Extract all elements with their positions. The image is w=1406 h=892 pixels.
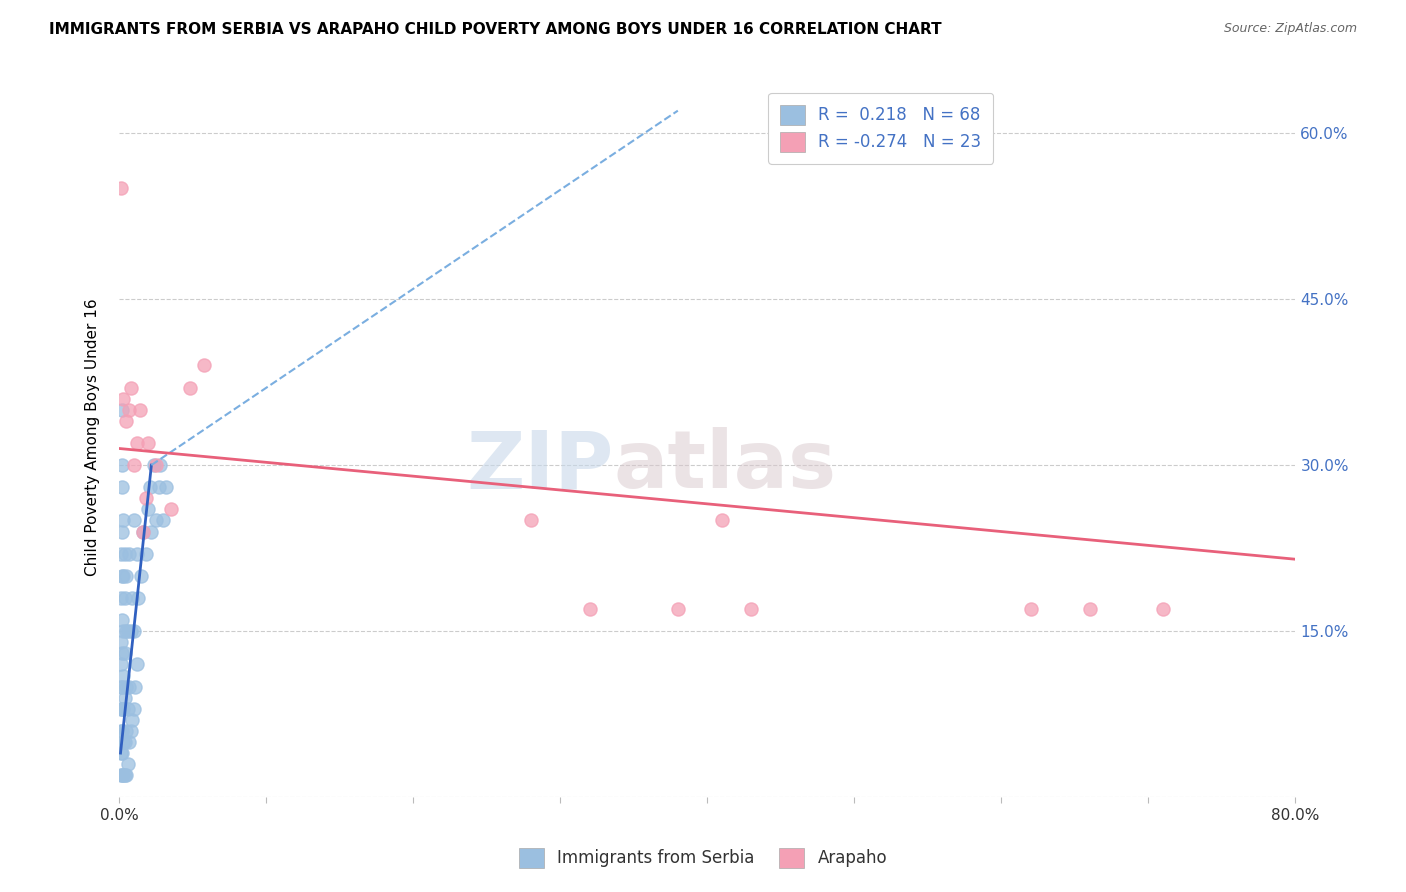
Y-axis label: Child Poverty Among Boys Under 16: Child Poverty Among Boys Under 16 <box>86 299 100 576</box>
Point <box>110 591 132 605</box>
Point <box>122 702 145 716</box>
Point <box>578 602 600 616</box>
Point <box>740 602 762 616</box>
Point <box>193 359 215 373</box>
Point <box>124 680 146 694</box>
Point <box>134 491 156 506</box>
Point <box>112 702 135 716</box>
Point <box>115 414 138 428</box>
Text: IMMIGRANTS FROM SERBIA VS ARAPAHO CHILD POVERTY AMONG BOYS UNDER 16 CORRELATION : IMMIGRANTS FROM SERBIA VS ARAPAHO CHILD … <box>49 22 942 37</box>
Point <box>117 757 139 772</box>
Point <box>112 668 135 682</box>
Point <box>115 723 138 738</box>
Point <box>111 524 134 539</box>
Point <box>131 524 153 539</box>
Point <box>110 680 132 694</box>
Point <box>114 646 136 660</box>
Point <box>129 569 152 583</box>
Point <box>117 702 139 716</box>
Point <box>115 680 138 694</box>
Point <box>138 502 160 516</box>
Point <box>110 723 132 738</box>
Point <box>115 569 138 583</box>
Point <box>112 735 135 749</box>
Point <box>179 380 201 394</box>
Text: Source: ZipAtlas.com: Source: ZipAtlas.com <box>1223 22 1357 36</box>
Point <box>145 513 167 527</box>
Point <box>111 702 134 716</box>
Point <box>111 480 134 494</box>
Text: ZIP: ZIP <box>465 427 613 505</box>
Point <box>110 746 132 760</box>
Point <box>118 680 141 694</box>
Point <box>115 768 138 782</box>
Point <box>114 547 136 561</box>
Point <box>118 735 141 749</box>
Point <box>111 402 134 417</box>
Point <box>111 746 134 760</box>
Point <box>110 702 132 716</box>
Point <box>520 513 543 527</box>
Legend: R =  0.218   N = 68, R = -0.274   N = 23: R = 0.218 N = 68, R = -0.274 N = 23 <box>768 93 993 163</box>
Text: atlas: atlas <box>613 427 837 505</box>
Point <box>1019 602 1042 616</box>
Point <box>114 735 136 749</box>
Point <box>111 458 134 472</box>
Point <box>120 624 142 639</box>
Point <box>114 591 136 605</box>
Point <box>155 480 177 494</box>
Point <box>1078 602 1101 616</box>
Point <box>112 513 135 527</box>
Legend: Immigrants from Serbia, Arapaho: Immigrants from Serbia, Arapaho <box>512 841 894 875</box>
Point <box>111 569 134 583</box>
Point <box>138 436 160 450</box>
Point <box>117 624 139 639</box>
Point <box>115 624 138 639</box>
Point <box>118 402 141 417</box>
Point <box>145 458 167 472</box>
Point <box>112 392 135 406</box>
Point <box>120 380 142 394</box>
Point <box>111 723 134 738</box>
Point <box>139 480 162 494</box>
Point <box>114 768 136 782</box>
Point <box>120 723 142 738</box>
Point <box>159 502 181 516</box>
Point <box>110 181 132 195</box>
Point <box>141 524 163 539</box>
Point <box>125 547 148 561</box>
Point <box>110 635 132 649</box>
Point <box>125 657 148 672</box>
Point <box>149 458 172 472</box>
Point <box>112 569 135 583</box>
Point <box>122 624 145 639</box>
Point <box>122 458 145 472</box>
Point <box>118 547 141 561</box>
Point <box>110 768 132 782</box>
Point <box>148 480 170 494</box>
Point <box>127 591 149 605</box>
Point <box>121 713 143 727</box>
Point <box>110 547 132 561</box>
Point <box>111 768 134 782</box>
Point <box>112 768 135 782</box>
Point <box>125 436 148 450</box>
Point <box>152 513 174 527</box>
Point <box>134 547 156 561</box>
Point <box>112 624 135 639</box>
Point <box>111 680 134 694</box>
Point <box>1152 602 1174 616</box>
Point <box>121 591 143 605</box>
Point <box>143 458 166 472</box>
Point <box>111 646 134 660</box>
Point <box>110 657 132 672</box>
Point <box>111 613 134 627</box>
Point <box>114 690 136 705</box>
Point <box>131 524 153 539</box>
Point <box>666 602 689 616</box>
Point <box>710 513 733 527</box>
Point <box>122 513 145 527</box>
Point <box>128 402 150 417</box>
